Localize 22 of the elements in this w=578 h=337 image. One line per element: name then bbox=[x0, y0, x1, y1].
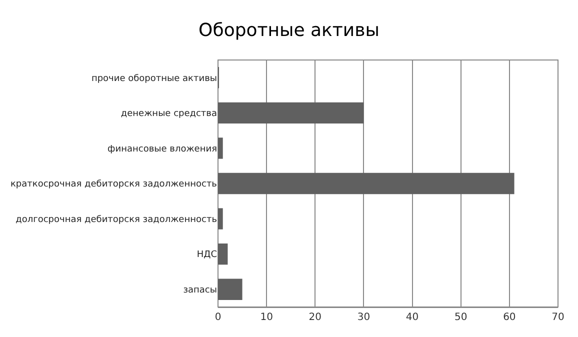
y-tick-label: НДС bbox=[196, 250, 217, 260]
bar bbox=[218, 172, 514, 194]
bar bbox=[218, 208, 223, 230]
x-tick-label: 40 bbox=[406, 312, 419, 323]
y-tick-label: краткосрочная дебиторскя задолженность bbox=[10, 180, 217, 190]
x-tick-label: 10 bbox=[260, 312, 273, 323]
x-tick-label: 50 bbox=[454, 312, 468, 323]
x-tick-label: 70 bbox=[552, 312, 564, 323]
bar bbox=[218, 102, 364, 124]
y-tick-label: финансовые вложения bbox=[108, 144, 217, 154]
x-tick-label: 30 bbox=[357, 312, 370, 323]
y-tick-label: запасы bbox=[183, 286, 217, 296]
y-tick-label: денежные средства bbox=[120, 109, 217, 120]
bar bbox=[218, 138, 223, 159]
bar bbox=[218, 243, 228, 265]
x-tick-label: 20 bbox=[308, 312, 322, 323]
bar bbox=[218, 278, 242, 300]
y-tick-label: долгосрочная дебиторскя задолженность bbox=[16, 214, 217, 225]
y-tick-label: прочие оборотные активы bbox=[91, 74, 217, 84]
x-tick-label: 0 bbox=[214, 312, 222, 323]
x-tick-label: 60 bbox=[503, 312, 516, 323]
chart-title: Оборотные активы bbox=[198, 20, 380, 42]
